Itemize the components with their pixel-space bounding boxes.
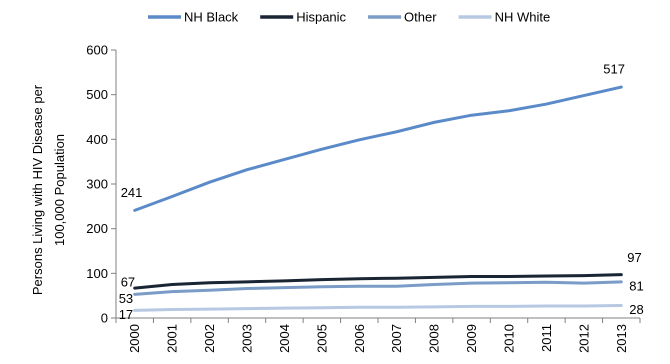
x-tick-label: 2008: [427, 324, 442, 353]
legend-label-hispanic: Hispanic: [296, 10, 346, 25]
data-label-nh-black-first: 241: [121, 185, 143, 200]
legend-label-other: Other: [404, 10, 437, 25]
data-labels: 241 517 67 97 53 81 17 28: [119, 62, 644, 322]
x-tick-label: 2005: [314, 324, 329, 353]
legend-label-nh-black: NH Black: [184, 10, 239, 25]
x-tick-label: 2011: [539, 324, 554, 352]
data-label-hispanic-first: 67: [121, 275, 135, 290]
data-label-hispanic-last: 97: [627, 250, 641, 265]
y-tick-label: 600: [86, 43, 108, 58]
data-label-other-last: 81: [629, 278, 643, 293]
x-tick-label: 2012: [576, 324, 591, 353]
y-tick-label: 0: [101, 311, 108, 326]
data-label-other-first: 53: [119, 291, 133, 306]
series-line-nh-black: [133, 85, 623, 212]
axes: 0 100 200 300 400 500 600 2000 2001 2002 2003 2004 2…: [86, 43, 641, 353]
series-line-hispanic: [133, 273, 623, 290]
x-tick-label: 2009: [464, 324, 479, 353]
series-line-other: [133, 280, 623, 296]
x-tick-label: 2002: [202, 324, 217, 353]
series-lines: [133, 85, 623, 312]
y-axis-title: Persons Living with HIV Disease per 100,…: [30, 84, 67, 295]
x-tick-label: 2013: [614, 324, 629, 353]
x-tick-label: 2001: [165, 324, 180, 353]
data-label-nh-white-first: 17: [119, 307, 133, 322]
y-axis-title-line-2: 100,000 Population: [52, 134, 67, 246]
y-tick-label: 500: [86, 87, 108, 102]
x-tick-label: 2010: [502, 324, 517, 353]
legend-label-nh-white: NH White: [495, 10, 551, 25]
y-tick-label: 200: [86, 221, 108, 236]
x-tick-label: 2006: [352, 324, 367, 353]
series-line-nh-white: [133, 303, 623, 312]
y-axis-title-line-1: Persons Living with HIV Disease per: [30, 84, 45, 295]
y-tick-label: 100: [86, 266, 108, 281]
data-label-nh-black-last: 517: [603, 62, 625, 77]
x-tick-label: 2007: [389, 324, 404, 353]
y-tick-label: 400: [86, 132, 108, 147]
y-tick-label: 300: [86, 177, 108, 192]
x-tick-label: 2004: [277, 324, 292, 353]
x-tick-label: 2000: [127, 324, 142, 353]
legend: NH Black Hispanic Other NH White: [148, 10, 550, 25]
x-tick-label: 2003: [240, 324, 255, 353]
data-label-nh-white-last: 28: [629, 302, 643, 317]
